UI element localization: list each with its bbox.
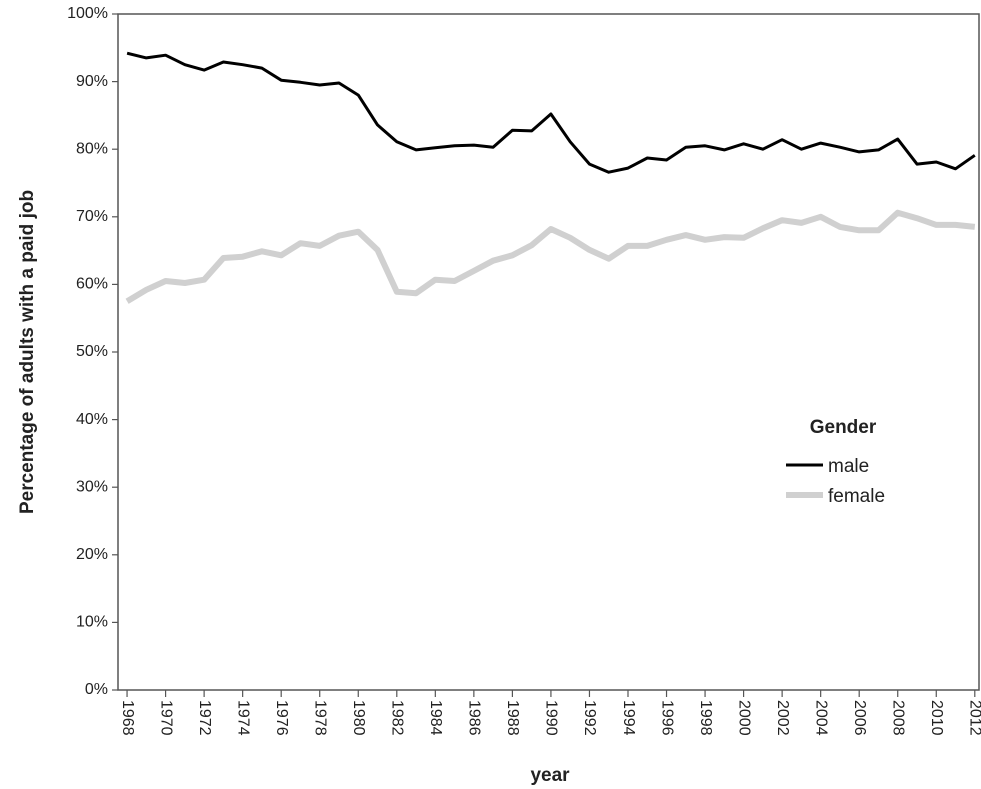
- y-tick-label: 100%: [67, 5, 108, 22]
- x-tick-label: 1998: [697, 700, 714, 736]
- y-tick-label: 90%: [76, 73, 108, 90]
- y-tick-label: 70%: [76, 208, 108, 225]
- legend-label: male: [828, 456, 869, 477]
- x-tick-label: 2004: [812, 700, 829, 736]
- y-tick-label: 50%: [76, 343, 108, 360]
- legend-label: female: [828, 486, 885, 507]
- x-tick-label: 1994: [620, 700, 637, 736]
- x-tick-label: 1992: [581, 700, 598, 736]
- x-tick-label: 2008: [889, 700, 906, 736]
- x-tick-label: 1972: [196, 700, 213, 736]
- x-tick-label: 2010: [928, 700, 945, 736]
- y-tick-label: 40%: [76, 411, 108, 428]
- x-tick-label: 1996: [658, 700, 675, 736]
- x-tick-label: 1982: [389, 700, 406, 736]
- x-tick-label: 1988: [504, 700, 521, 736]
- y-tick-label: 10%: [76, 614, 108, 631]
- x-tick-label: 2006: [851, 700, 868, 736]
- data-line: [125, 209, 976, 304]
- x-tick-label: 1990: [543, 700, 560, 736]
- x-tick-label: 1978: [311, 700, 328, 736]
- x-tick-label: 1976: [273, 700, 290, 736]
- x-tick-label: 2000: [735, 700, 752, 736]
- x-tick-label: 1974: [234, 700, 251, 736]
- x-tick-label: 1970: [157, 700, 174, 736]
- x-axis-label: year: [530, 765, 570, 786]
- y-axis-label: Percentage of adults with a paid job: [17, 190, 38, 514]
- data-line: [126, 51, 976, 174]
- y-tick-label: 80%: [76, 140, 108, 157]
- x-tick-label: 1980: [350, 700, 367, 736]
- x-tick-label: 1968: [119, 700, 136, 736]
- x-tick-label: 1986: [466, 700, 483, 736]
- x-tick-label: 2002: [774, 700, 791, 736]
- y-tick-label: 0%: [85, 681, 108, 698]
- x-tick-label: 1984: [427, 700, 444, 736]
- y-tick-label: 30%: [76, 478, 108, 495]
- x-tick-label: 2012: [967, 700, 981, 736]
- y-tick-label: 20%: [76, 546, 108, 563]
- legend-title: Gender: [810, 417, 877, 438]
- y-tick-label: 60%: [76, 276, 108, 293]
